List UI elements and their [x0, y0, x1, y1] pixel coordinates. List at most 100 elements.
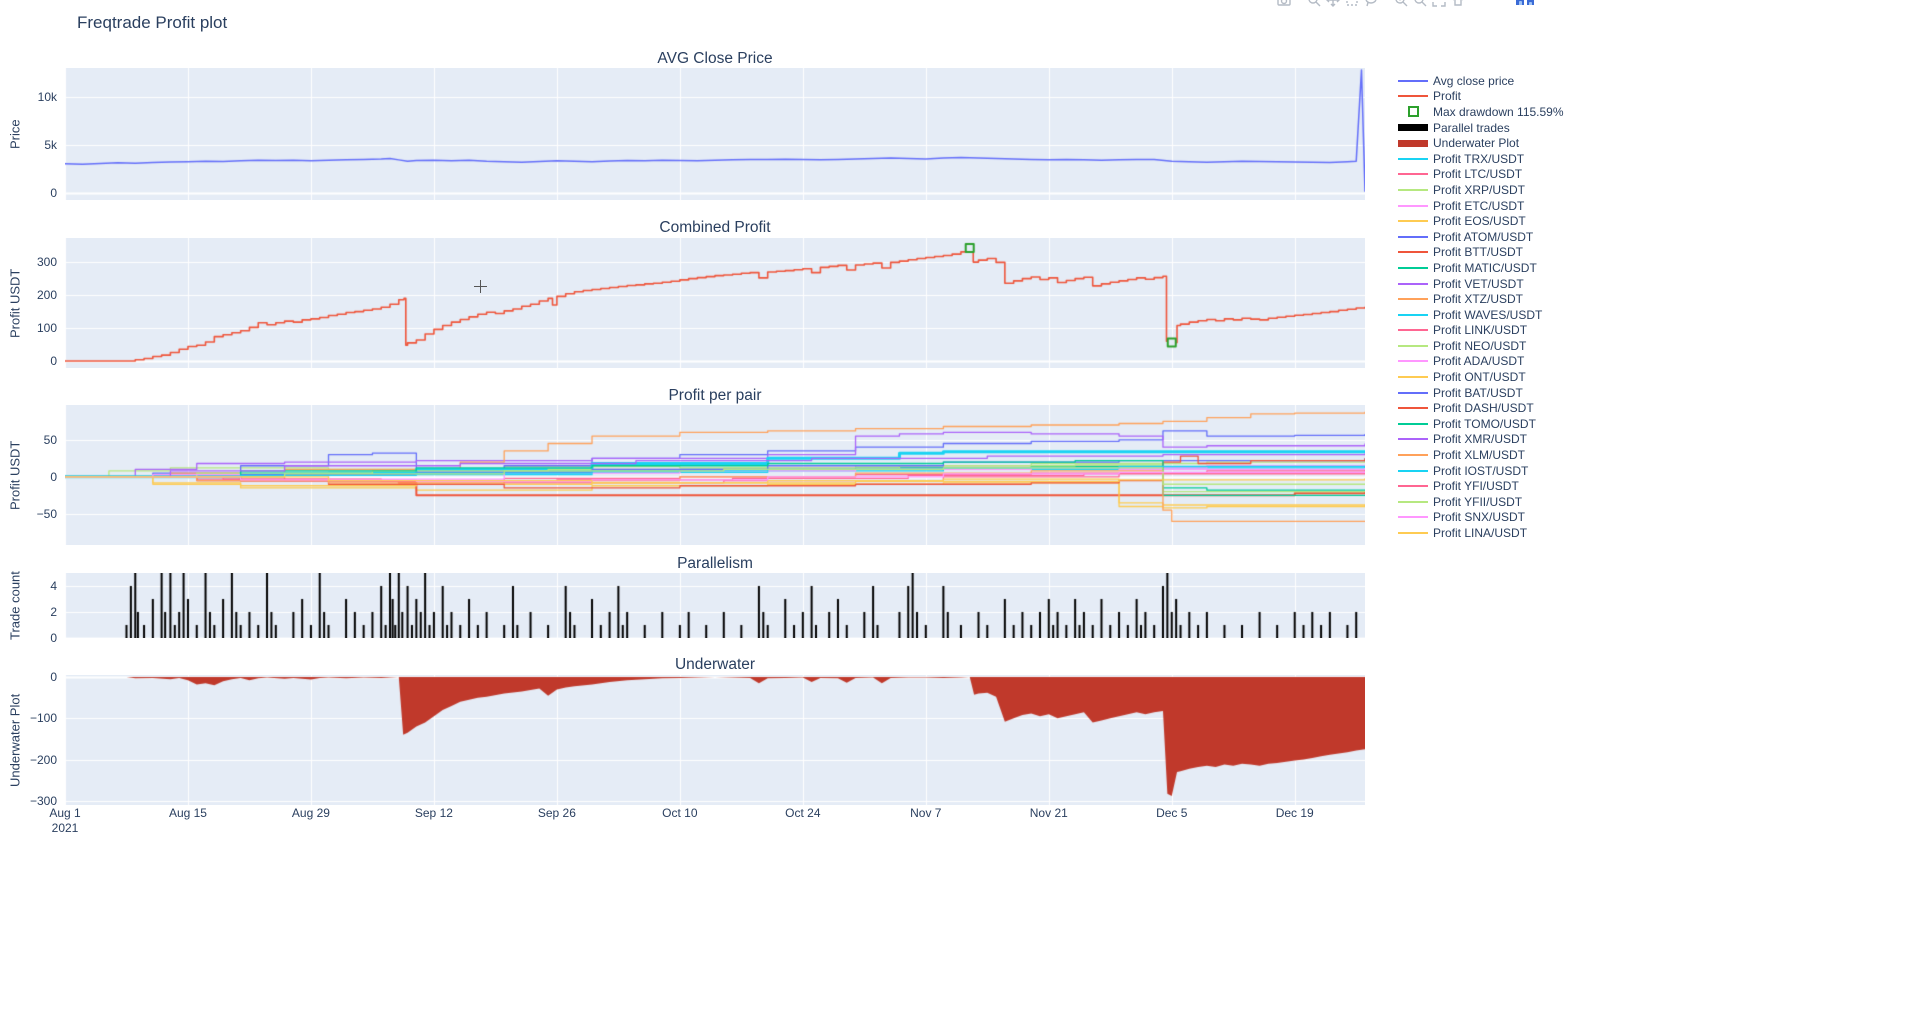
legend-item-profit-ada-usdt[interactable]: Profit ADA/USDT: [1398, 354, 1564, 370]
legend-item-profit-trx-usdt[interactable]: Profit TRX/USDT: [1398, 151, 1564, 167]
legend-item-profit-btt-usdt[interactable]: Profit BTT/USDT: [1398, 245, 1564, 261]
legend-label: Profit WAVES/USDT: [1433, 307, 1543, 322]
y-tick-label: −50: [36, 506, 57, 521]
legend-label: Profit EOS/USDT: [1433, 214, 1526, 229]
plotly-logo[interactable]: [1516, 0, 1534, 5]
legend-item-profit-ltc-usdt[interactable]: Profit LTC/USDT: [1398, 167, 1564, 183]
y-tick-label: 4: [50, 579, 57, 593]
legend-item-profit-matic-usdt[interactable]: Profit MATIC/USDT: [1398, 260, 1564, 276]
x-tick-label: Aug 29: [291, 806, 330, 820]
legend-item-max-drawdown-115-59-[interactable]: Max drawdown 115.59%: [1398, 104, 1564, 120]
legend-item-profit-etc-usdt[interactable]: Profit ETC/USDT: [1398, 198, 1564, 214]
legend-item-profit-waves-usdt[interactable]: Profit WAVES/USDT: [1398, 307, 1564, 323]
legend-label: Profit ADA/USDT: [1433, 354, 1525, 369]
subplot-title-underwater: Underwater: [674, 656, 756, 673]
camera-icon[interactable]: [1276, 0, 1292, 8]
cursor-crosshair: [474, 280, 487, 293]
chart-canvas-underwater[interactable]: [65, 675, 1365, 805]
lasso-select-icon[interactable]: [1363, 0, 1379, 8]
legend-sample-swatch: [1398, 188, 1428, 191]
legend-sample-swatch: [1398, 139, 1428, 147]
legend-item-profit-neo-usdt[interactable]: Profit NEO/USDT: [1398, 338, 1564, 354]
pan-icon[interactable]: [1325, 0, 1341, 8]
legend-item-profit-xtz-usdt[interactable]: Profit XTZ/USDT: [1398, 291, 1564, 307]
y-tick-label: −300: [29, 793, 57, 808]
subplot-title-parallelism: Parallelism: [677, 555, 753, 572]
legend-item-underwater-plot[interactable]: Underwater Plot: [1398, 135, 1564, 151]
legend-label: Profit YFI/USDT: [1433, 479, 1519, 494]
page-title: Freqtrade Profit plot: [77, 13, 228, 32]
legend-item-profit-xrp-usdt[interactable]: Profit XRP/USDT: [1398, 182, 1564, 198]
legend-sample-swatch: [1398, 454, 1428, 457]
box-select-icon[interactable]: [1344, 0, 1360, 8]
reset-axes-icon[interactable]: [1450, 0, 1466, 8]
y-tick-label: 0: [50, 354, 57, 369]
legend-item-profit-atom-usdt[interactable]: Profit ATOM/USDT: [1398, 229, 1564, 245]
legend-label: Profit BTT/USDT: [1433, 245, 1524, 260]
legend-item-profit[interactable]: Profit: [1398, 89, 1564, 105]
subplot-title-avg-close-price: AVG Close Price: [657, 50, 773, 67]
legend-label: Profit XLM/USDT: [1433, 448, 1526, 463]
legend-label: Profit TRX/USDT: [1433, 151, 1525, 166]
legend-item-profit-ont-usdt[interactable]: Profit ONT/USDT: [1398, 369, 1564, 385]
x-tick-label: Oct 10: [662, 806, 698, 820]
zoom-icon[interactable]: [1306, 0, 1322, 8]
legend-item-profit-yfi-usdt[interactable]: Profit YFI/USDT: [1398, 478, 1564, 494]
legend-label: Profit ATOM/USDT: [1433, 229, 1534, 244]
legend-item-profit-xlm-usdt[interactable]: Profit XLM/USDT: [1398, 447, 1564, 463]
legend-label: Profit SNX/USDT: [1433, 510, 1526, 525]
x-tick-label: Aug 1 2021: [49, 806, 81, 835]
legend-label: Profit ONT/USDT: [1433, 370, 1526, 385]
subplot-title-profit-per-pair: Profit per pair: [668, 387, 762, 404]
chart-canvas-avg-close-price[interactable]: [65, 68, 1365, 200]
legend-item-profit-snx-usdt[interactable]: Profit SNX/USDT: [1398, 510, 1564, 526]
underwater-plot-area: 0 −100 −200 −300: [30, 670, 1365, 808]
autoscale-icon[interactable]: [1431, 0, 1447, 8]
legend-sample-swatch: [1398, 532, 1428, 535]
legend-item-profit-tomo-usdt[interactable]: Profit TOMO/USDT: [1398, 416, 1564, 432]
legend-sample-swatch: [1398, 391, 1428, 394]
legend-item-parallel-trades[interactable]: Parallel trades: [1398, 120, 1564, 136]
zoom-in-icon[interactable]: [1393, 0, 1409, 8]
legend-sample-swatch: [1398, 422, 1428, 425]
legend-sample-swatch: [1398, 204, 1428, 207]
legend-item-profit-vet-usdt[interactable]: Profit VET/USDT: [1398, 276, 1564, 292]
modebar-icons: [1276, 0, 1466, 8]
legend-label: Underwater Plot: [1433, 136, 1520, 151]
legend-sample-swatch: [1398, 298, 1428, 301]
legend-item-profit-yfii-usdt[interactable]: Profit YFII/USDT: [1398, 494, 1564, 510]
legend-sample-swatch: [1398, 124, 1428, 132]
x-tick-label: Aug 15: [168, 806, 207, 820]
legend-item-profit-eos-usdt[interactable]: Profit EOS/USDT: [1398, 213, 1564, 229]
legend-label: Profit LTC/USDT: [1433, 167, 1523, 182]
legend-label: Profit XRP/USDT: [1433, 182, 1526, 197]
legend-label: Profit LINA/USDT: [1433, 526, 1528, 541]
legend-sample-swatch: [1398, 79, 1428, 82]
legend-sample-swatch: [1398, 157, 1428, 160]
legend-item-profit-lina-usdt[interactable]: Profit LINA/USDT: [1398, 525, 1564, 541]
legend-item-avg-close-price[interactable]: Avg close price: [1398, 73, 1564, 89]
chart-canvas-profit-per-pair[interactable]: [65, 405, 1365, 545]
legend-sample-swatch: [1398, 344, 1428, 347]
zoom-out-icon[interactable]: [1412, 0, 1428, 8]
y-axis-title-price: Price: [7, 119, 23, 149]
legend-label: Avg close price: [1433, 73, 1515, 88]
legend-item-profit-bat-usdt[interactable]: Profit BAT/USDT: [1398, 385, 1564, 401]
legend-label: Profit IOST/USDT: [1433, 463, 1529, 478]
legend-item-profit-dash-usdt[interactable]: Profit DASH/USDT: [1398, 400, 1564, 416]
legend-item-profit-iost-usdt[interactable]: Profit IOST/USDT: [1398, 463, 1564, 479]
chart-canvas-combined-profit[interactable]: [65, 238, 1365, 368]
legend-sample-swatch: [1398, 313, 1428, 316]
legend-item-profit-link-usdt[interactable]: Profit LINK/USDT: [1398, 323, 1564, 339]
profit-per-pair-plot-area: −50 0 50: [37, 405, 1365, 545]
legend-label: Profit ETC/USDT: [1433, 198, 1525, 213]
legend-item-profit-xmr-usdt[interactable]: Profit XMR/USDT: [1398, 432, 1564, 448]
legend-sample-swatch: [1398, 407, 1428, 410]
legend-label: Profit DASH/USDT: [1433, 401, 1534, 416]
legend-label: Profit XTZ/USDT: [1433, 292, 1524, 307]
legend-sample-swatch: [1398, 266, 1428, 269]
y-tick-label: 0: [50, 469, 57, 484]
y-tick-label: 0: [50, 185, 57, 200]
chart-canvas-parallelism[interactable]: [65, 573, 1365, 638]
